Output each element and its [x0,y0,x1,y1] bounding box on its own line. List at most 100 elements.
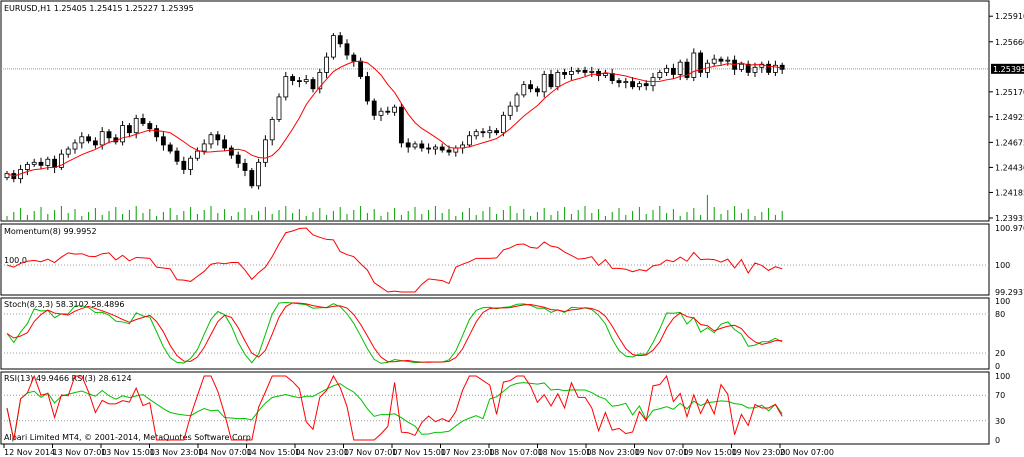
time-tick-label: 17 Nov 07:00 [344,448,398,457]
candle-body [677,61,683,75]
price-pane-title: EURUSD,H1 1.25405 1.25415 1.25227 1.2539… [4,4,194,13]
candle-body [303,79,309,83]
stochastic-pane-title: Stoch(8,3,3) 58.3102 58.4896 [4,300,124,309]
candle-body [31,161,37,165]
candle-body [344,43,350,56]
time-tick-label: 20 Nov 07:00 [780,448,834,457]
candle-body [500,114,506,134]
candle-body [249,170,255,187]
candle-body [215,134,221,141]
candle-body [351,54,357,62]
candle-body [603,73,608,76]
candle-body [521,84,527,96]
candle-body [276,96,282,120]
last-price-box [991,63,1024,74]
candle-body [269,119,275,141]
candle-body [548,74,554,88]
time-tick-label: 14 Nov 23:00 [295,448,349,457]
candle-body [575,69,581,72]
candle-body [235,154,241,164]
rsi-pane-title: RSI(13) 49.9466 RSI(3) 28.6124 [4,374,132,383]
candle-body [392,106,398,113]
candle-body [188,157,194,170]
candle-body [201,143,207,152]
candle-body [609,73,615,81]
momentum-axis-label: 99.2937 [995,288,1024,297]
candle-body [569,70,574,75]
rsi-series: 100 70 30 0 [1,372,1010,445]
candle-body [535,88,540,93]
time-tick-label: 19 Nov 23:00 [732,448,786,457]
stoch-axis-label: 80 [995,310,1005,319]
time-tick-label: 12 Nov 2014 [4,448,55,457]
price-tick-label: 1.25910 [995,12,1024,21]
candle-body [256,161,262,187]
price-axis: 1.25910 1.25660 1.25395 1.25170 1.24925 1.246… [1,12,1024,223]
candle-body [140,117,146,124]
candle-body [541,74,547,93]
stoch-k-line [6,301,783,364]
candle-body [194,150,200,159]
candle-body [106,131,112,139]
candle-body [120,125,125,143]
time-tick-label: 13 Nov 23:00 [150,448,204,457]
candle-body [725,59,731,62]
candle-body [324,56,330,73]
candle-body [739,63,744,70]
momentum-pane[interactable] [0,223,990,296]
candle-body [446,149,452,153]
candle-body [93,140,98,146]
candle-body [45,158,51,166]
time-tick-label: 18 Nov 23:00 [586,448,640,457]
candle-body [24,163,30,170]
momentum-line [6,227,783,293]
candle-body [208,134,214,145]
momentum-axis-label: 100.9704 [995,224,1024,233]
candle-body [228,147,234,156]
time-tick-label: 19 Nov 15:00 [683,448,737,457]
candle-body [773,64,778,73]
stoch-axis-label: 0 [995,362,1000,371]
time-tick-label: 13 Nov 15:00 [101,448,155,457]
candle-body [181,160,187,170]
time-tick-label: 17 Nov 15:00 [392,448,446,457]
candle-body [160,136,166,146]
candle-body [330,35,336,58]
momentum-series: 100.0 100.9704 100 99.2937 [1,224,1024,297]
candle-body [174,150,180,162]
candle-body [296,80,302,83]
time-tick-label: 17 Nov 23:00 [441,448,495,457]
candle-body [759,63,765,68]
price-pane[interactable] [0,0,990,222]
price-tick-label: 1.24925 [995,113,1024,122]
rsi-axis-label: 0 [995,436,1000,445]
candle-body [671,67,676,75]
price-tick-label: 1.25170 [995,88,1024,97]
stochastic-series: 100 80 20 0 [1,297,1010,371]
candle-body [419,143,425,149]
candle-body [766,63,771,73]
candle-body [59,153,64,168]
candle-body [133,117,139,134]
rsi3-line [6,374,783,441]
candle-body [432,146,438,150]
candle-body [528,84,533,90]
candle-body [596,70,601,76]
rsi-axis-label: 100 [995,372,1010,381]
price-tick-label: 1.25660 [995,38,1024,47]
volume-histogram [6,195,783,220]
candle-body [562,72,567,75]
stochastic-pane[interactable] [0,297,990,370]
candle-body [698,52,703,73]
candle-body [358,60,364,77]
time-tick-label: 19 Nov 07:00 [635,448,689,457]
price-tick-label: 1.24185 [995,188,1024,197]
candle-body [711,58,717,64]
candle-body [643,83,649,87]
candle-body [487,130,493,134]
price-tick-label: 1.24675 [995,138,1024,147]
candle-body [623,81,629,84]
candle-body [371,100,377,116]
